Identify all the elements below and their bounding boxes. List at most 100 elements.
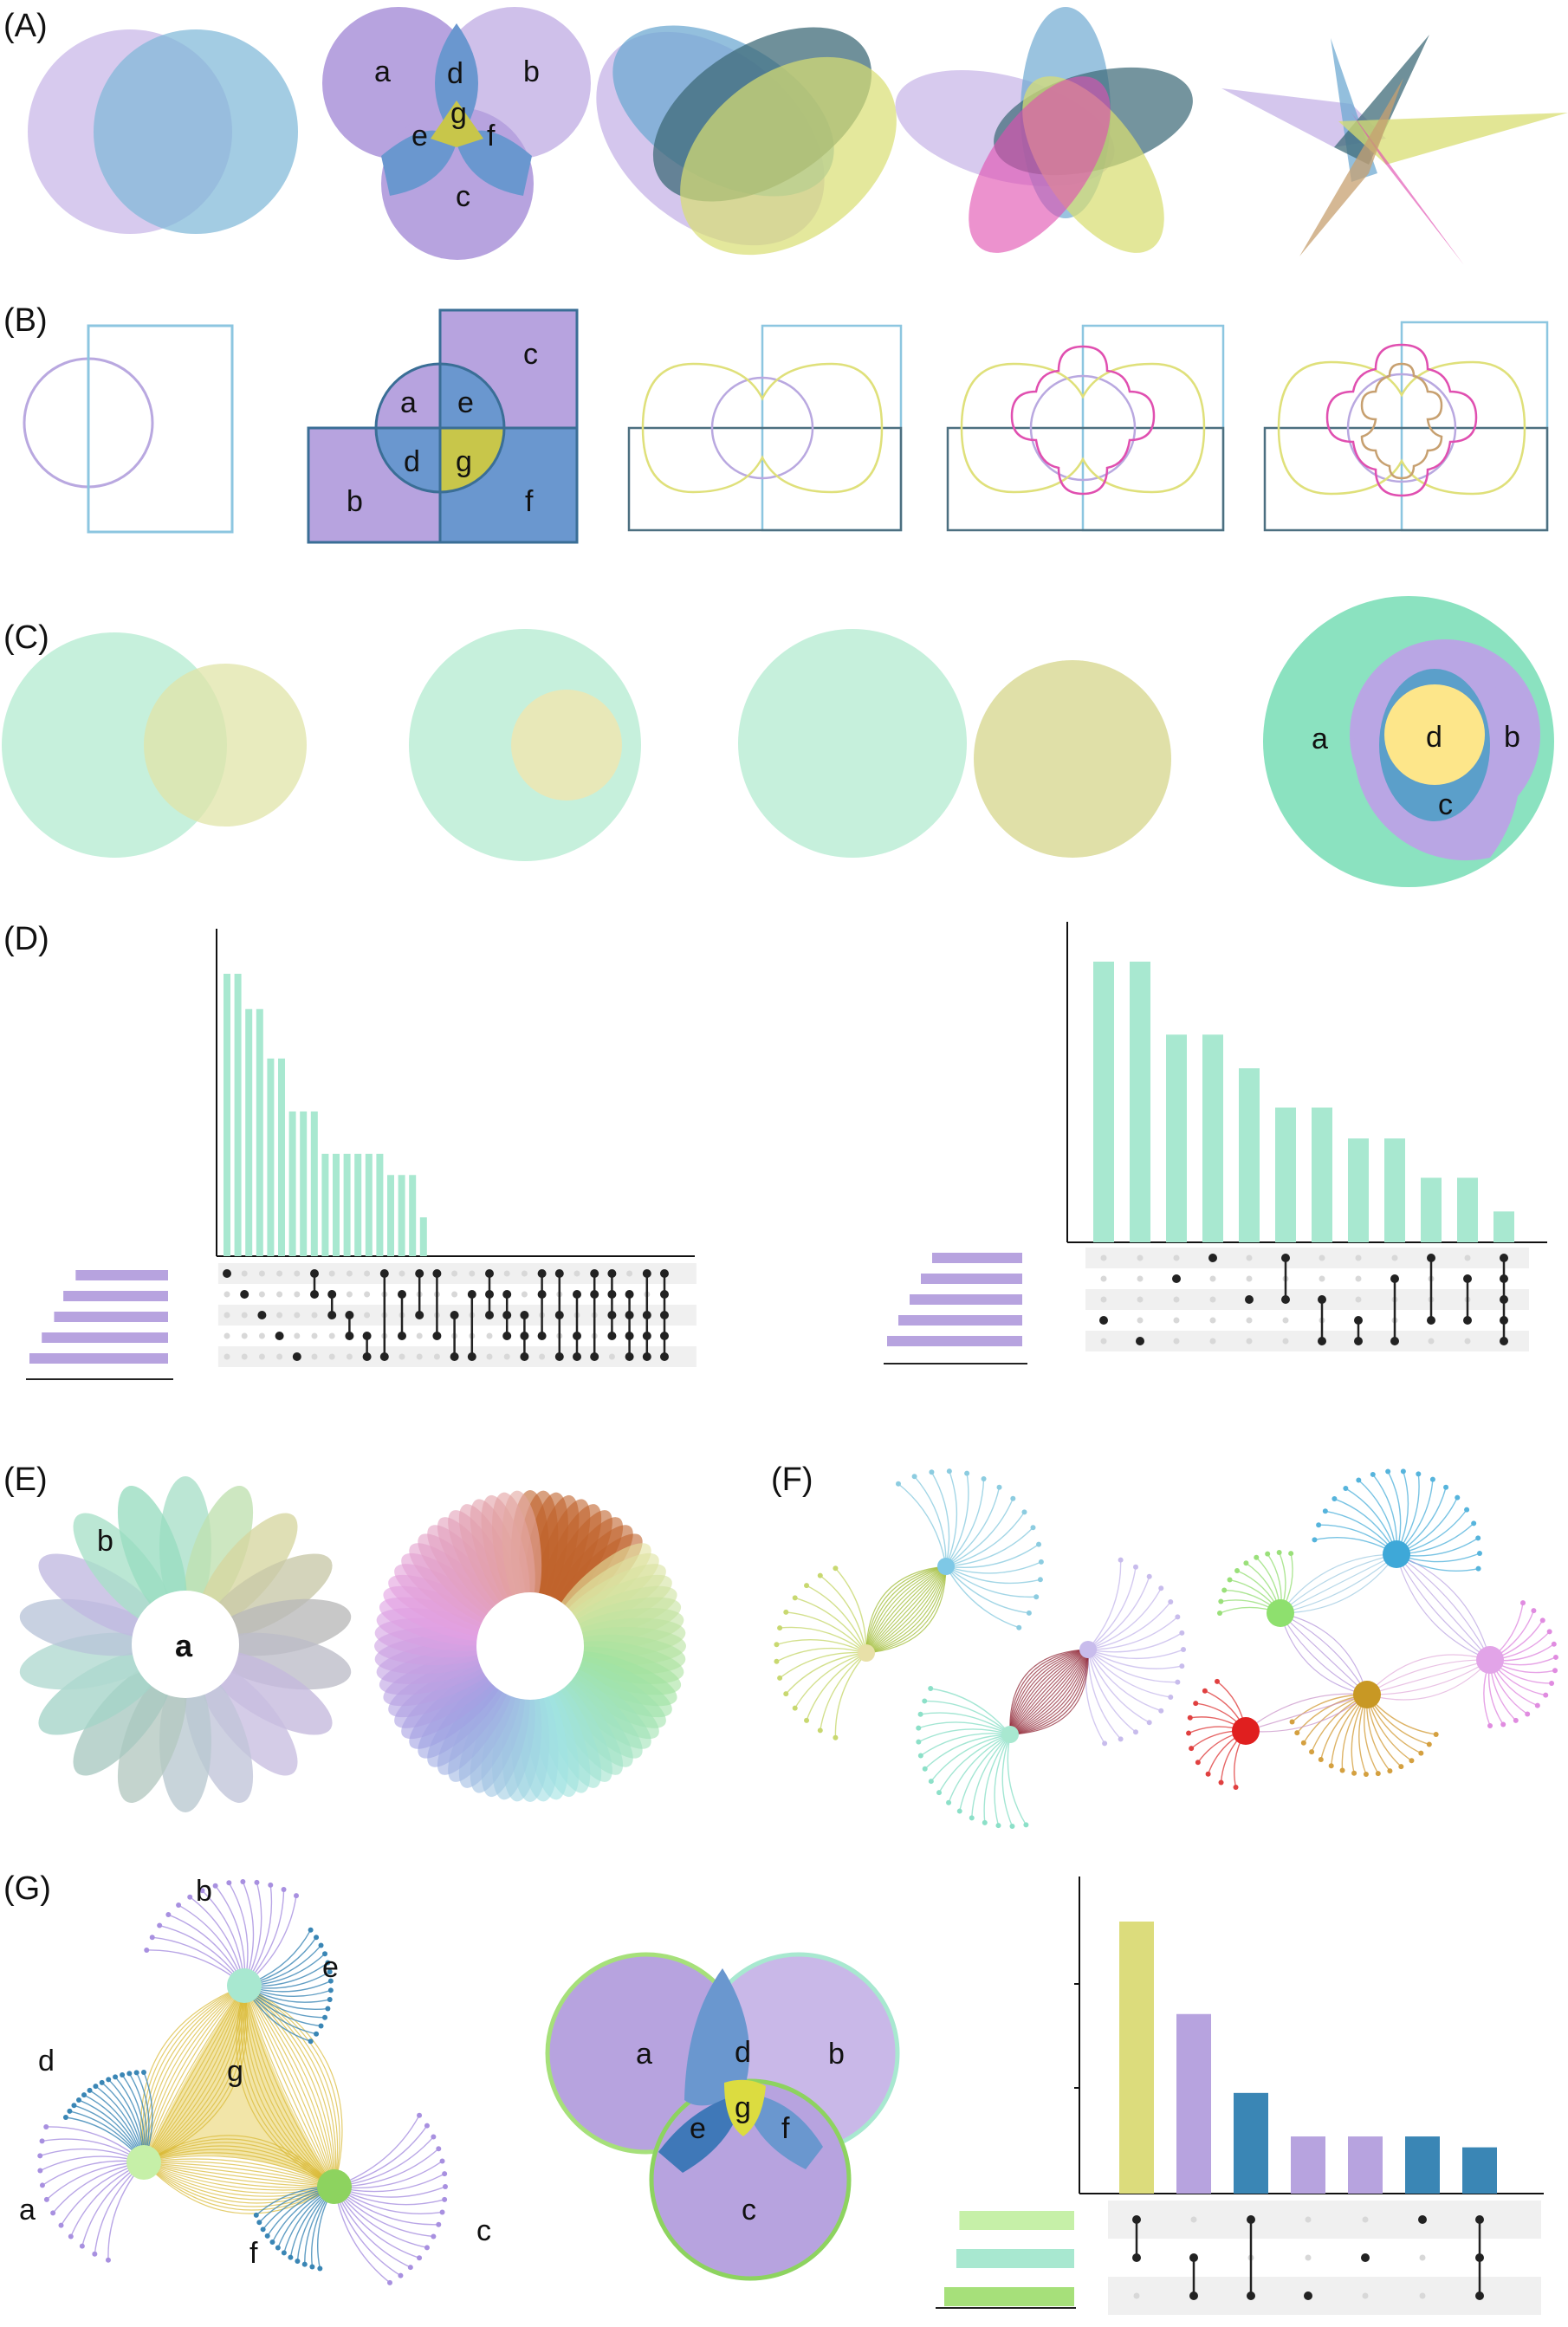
panel-e-label: (E) [3,1462,48,1498]
d-left-bar [387,1175,394,1256]
g-net-bundle-edge [141,1985,245,2163]
d-left-bar [419,1217,427,1256]
g-net-bundle-edge [143,2162,335,2188]
g-net-leaf [50,2210,56,2216]
g-net-leaf [226,1880,232,1886]
g-venn3-label-e: e [690,2112,706,2145]
f-left-edge [918,1728,1011,1743]
f-left-bundle-edge [1009,1649,1089,1735]
d-left-bar [354,1153,362,1256]
b-venn3-label-a: a [400,386,417,419]
f-right-bundle-edge [1280,1553,1397,1614]
g-net-leaf [67,2108,73,2114]
f-left-bundle-edge [1009,1649,1089,1735]
g-matrix-dot [1133,2292,1140,2299]
g-net-leaf [58,2222,64,2228]
g-net-bundle-edge [240,1985,335,2188]
g-net-leaf [431,2233,437,2239]
d-right-bar [1275,1107,1296,1242]
f-right-leaf [1385,1468,1391,1475]
g-net-bundle-edge [243,1985,335,2188]
f-right-bundle-edge [1280,1553,1397,1614]
a-venn6-set-4 [1338,113,1568,165]
g-net-leaf [68,2233,74,2239]
g-net-bundle-edge [243,1985,335,2188]
d-left-matrix-dot [346,1270,353,1277]
f-right-leaf [1195,1760,1201,1766]
f-left-edge [1087,1649,1137,1733]
f-left-bundle-edge [1009,1649,1089,1735]
g-net-leaf [325,2006,331,2012]
d-left-matrix-dot [294,1270,301,1277]
f-right-leaf [1289,1719,1295,1725]
d-right-set-bar [921,1274,1022,1284]
f-right-leaf [1543,1692,1549,1698]
b-venn2 [23,324,234,534]
f-right-leaf [1534,1702,1540,1708]
g-net-label-c: c [476,2214,491,2247]
g-net-bundle-edge [143,1985,245,2163]
f-left-leaf [982,1819,988,1825]
d-left-bar [256,1008,263,1256]
f-left-leaf [1037,1577,1043,1583]
d-right-matrix-dot [1099,1316,1108,1325]
panel-c: (C) a b c d [2,596,1554,887]
g-matrix-dot [1362,2216,1369,2223]
g-venn3: a b c d e f g [545,1952,900,2281]
d-upset-right [884,922,1547,1364]
a-venn6-set-5 [1351,113,1464,265]
d-left-matrix-dot [328,1353,335,1360]
f-left-hub [1001,1726,1019,1743]
d-right-matrix-dot [1173,1338,1180,1345]
d-left-matrix-dot [241,1353,248,1360]
f-right-bundle-edge [1280,1553,1397,1614]
e-flower-petal [206,1650,333,1735]
c-euler-overlap-set-2 [144,664,307,826]
a-venn2 [28,29,298,234]
f-right-leaf [1539,1617,1545,1624]
f-right-bundle-edge [1396,1553,1491,1661]
f-left-bundle-edge [1009,1649,1089,1735]
d-right-bar [1239,1068,1260,1242]
f-left-edge [945,1565,1020,1629]
f-left-leaf [981,1475,987,1481]
f-left-hub [1079,1641,1097,1658]
a-venn3-label-a: a [374,55,391,88]
f-left-bundle-edge [865,1565,947,1654]
f-left-leaf [833,1565,839,1572]
g-net-bundle-edge [143,2162,335,2188]
f-right-leaf [1475,1535,1481,1541]
c-euler-disjoint [738,629,1171,858]
a-venn4 [596,25,897,256]
f-left-edge [1087,1649,1171,1698]
f-left-edge [1087,1559,1122,1650]
g-net-leaf [79,2243,85,2249]
g-net-bundle-edge [143,2162,335,2188]
f-left-leaf [783,1691,789,1697]
f-left-bundle-edge [1009,1649,1089,1735]
f-left-bundle-edge [1009,1649,1089,1735]
f-left-leaf [1118,1557,1124,1563]
g-set-size-bars [944,2211,1074,2306]
f-left-edge [1087,1566,1137,1650]
d-right-matrix-dot [1464,1338,1471,1345]
f-left-edge [945,1487,1001,1567]
a-venn5 [895,7,1193,253]
d-right-intersection-bars [1093,962,1514,1242]
g-net-leaf [71,2103,77,2109]
f-left-edge [945,1470,958,1567]
d-left-set-bar [75,1270,168,1280]
f-left-bundle-edge [1009,1649,1089,1735]
f-right-leaf [1218,1598,1224,1604]
g-bar [1234,2092,1268,2194]
g-net-leaf [253,2212,259,2218]
d-right-bar [1421,1177,1442,1242]
f-left-leaf [964,1470,970,1476]
g-net-leaf [327,1987,334,1993]
g-net-leaf [294,1893,299,1899]
panel-c-label: (C) [3,619,49,656]
g-matrix [1108,2201,1541,2315]
g-net-leaf [39,2138,45,2144]
f-right-leaf [1193,1701,1199,1707]
f-left-leaf [1179,1663,1185,1669]
